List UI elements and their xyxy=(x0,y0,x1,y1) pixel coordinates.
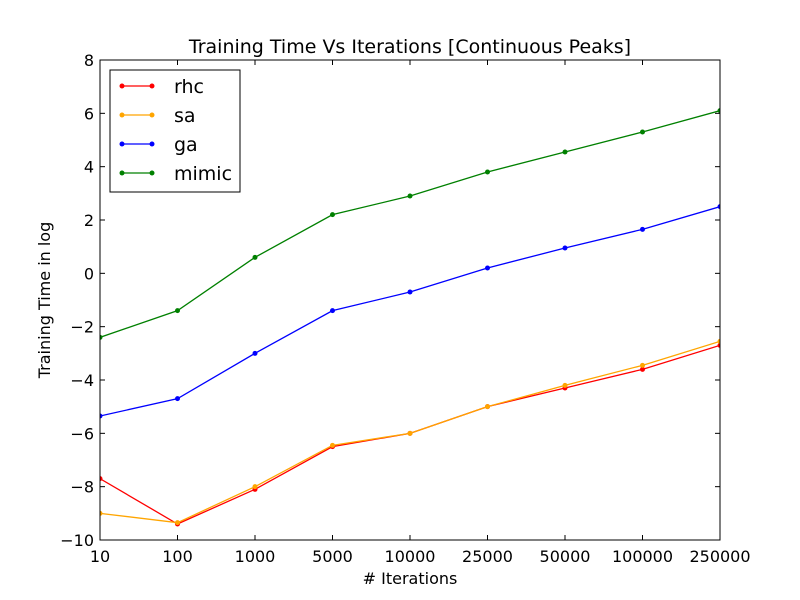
data-point-ga-10000 xyxy=(407,289,413,295)
x-tick-label-100000: 100000 xyxy=(612,547,673,566)
legend-label-sa: sa xyxy=(174,105,196,127)
data-point-mimic-100000 xyxy=(640,129,645,135)
data-point-mimic-100 xyxy=(175,308,180,314)
data-point-ga-1000 xyxy=(252,350,258,356)
y-tick-label--10: −10 xyxy=(60,531,94,550)
y-tick-label--4: −4 xyxy=(70,371,94,390)
data-point-mimic-10000 xyxy=(407,193,413,199)
data-point-ga-100 xyxy=(175,396,180,402)
x-axis-label: # Iterations xyxy=(363,569,458,588)
y-tick-label-6: 6 xyxy=(84,104,94,123)
data-point-mimic-10 xyxy=(100,334,103,340)
data-point-sa-25000 xyxy=(485,404,490,410)
legend-marker-right-sa xyxy=(149,112,155,118)
data-point-ga-10 xyxy=(100,413,103,419)
data-point-ga-25000 xyxy=(485,265,490,271)
chart-title: Training Time Vs Iterations [Continuous … xyxy=(188,36,631,58)
data-point-mimic-1000 xyxy=(252,254,258,260)
data-point-sa-1000 xyxy=(252,484,258,490)
data-point-sa-5000 xyxy=(330,442,335,448)
data-point-sa-100000 xyxy=(640,362,645,368)
x-tick-label-10000: 10000 xyxy=(385,547,436,566)
legend-marker-left-sa xyxy=(119,112,125,118)
data-point-mimic-5000 xyxy=(330,212,335,218)
data-point-ga-100000 xyxy=(640,226,645,232)
data-point-mimic-250000 xyxy=(717,108,720,114)
y-tick-label--8: −8 xyxy=(70,478,94,497)
data-point-ga-250000 xyxy=(717,204,720,210)
y-tick-label-0: 0 xyxy=(84,264,94,283)
legend-label-mimic: mimic xyxy=(174,163,232,185)
x-tick-label-5000: 5000 xyxy=(312,547,353,566)
legend-label-rhc: rhc xyxy=(174,76,204,98)
x-tick-label-50000: 50000 xyxy=(540,547,591,566)
x-tick-label-25000: 25000 xyxy=(462,547,513,566)
data-point-sa-250000 xyxy=(717,338,720,344)
legend-label-ga: ga xyxy=(174,134,198,156)
x-tick-label-100: 100 xyxy=(162,547,193,566)
data-point-sa-10 xyxy=(100,510,103,516)
legend-marker-right-ga xyxy=(149,141,155,147)
data-point-sa-50000 xyxy=(562,382,568,388)
y-tick-label--2: −2 xyxy=(70,318,94,337)
y-tick-label--6: −6 xyxy=(70,424,94,443)
y-axis-label: Training Time in log xyxy=(35,222,54,380)
legend: rhc sa ga mimic xyxy=(109,69,241,193)
data-point-mimic-50000 xyxy=(562,149,568,155)
legend-marker-right-rhc xyxy=(149,83,155,89)
plot-area: 10 100 1000 5000 10000 25000 50000 100000 250000… xyxy=(60,51,750,566)
x-tick-label-250000: 250000 xyxy=(689,547,750,566)
data-point-rhc-250000 xyxy=(717,342,720,348)
y-tick-label-2: 2 xyxy=(84,211,94,230)
legend-box xyxy=(109,69,241,193)
data-point-sa-100 xyxy=(175,520,180,526)
y-tick-label-8: 8 xyxy=(84,51,94,70)
data-point-rhc-100000 xyxy=(640,366,645,372)
x-tick-label-1000: 1000 xyxy=(235,547,276,566)
legend-marker-right-mimic xyxy=(149,170,155,176)
data-point-ga-5000 xyxy=(330,308,335,314)
data-point-mimic-25000 xyxy=(485,169,490,175)
data-point-ga-50000 xyxy=(562,245,568,251)
legend-marker-left-rhc xyxy=(119,83,125,89)
y-tick-label-4: 4 xyxy=(84,158,94,177)
legend-marker-left-mimic xyxy=(119,170,125,176)
data-point-sa-10000 xyxy=(407,430,413,436)
legend-marker-left-ga xyxy=(119,141,125,147)
data-point-rhc-10 xyxy=(100,476,103,482)
x-tick-label-10: 10 xyxy=(90,547,110,566)
series-group xyxy=(100,108,720,527)
